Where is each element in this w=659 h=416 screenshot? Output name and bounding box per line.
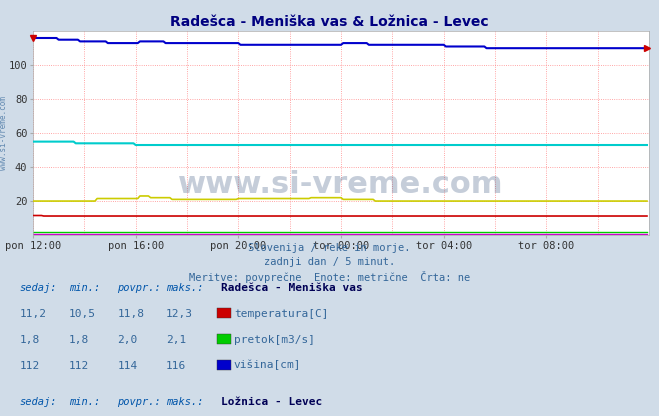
Text: www.si-vreme.com: www.si-vreme.com [179, 170, 503, 198]
Text: 10,5: 10,5 [69, 309, 96, 319]
Text: 1,8: 1,8 [69, 335, 90, 345]
Text: sedaj:: sedaj: [20, 283, 57, 293]
Text: 114: 114 [117, 361, 138, 371]
Text: 11,2: 11,2 [20, 309, 47, 319]
Text: sedaj:: sedaj: [20, 397, 57, 407]
Text: Meritve: povprečne  Enote: metrične  Črta: ne: Meritve: povprečne Enote: metrične Črta:… [189, 271, 470, 283]
Text: Radešca - Meniška vas: Radešca - Meniška vas [221, 283, 362, 293]
Text: min.:: min.: [69, 283, 100, 293]
Text: povpr.:: povpr.: [117, 283, 161, 293]
Text: 2,1: 2,1 [166, 335, 186, 345]
Text: višina[cm]: višina[cm] [234, 360, 301, 371]
Text: 12,3: 12,3 [166, 309, 193, 319]
Text: min.:: min.: [69, 397, 100, 407]
Text: Ložnica - Levec: Ložnica - Levec [221, 397, 322, 407]
Text: 11,8: 11,8 [117, 309, 144, 319]
Text: maks.:: maks.: [166, 397, 204, 407]
Text: zadnji dan / 5 minut.: zadnji dan / 5 minut. [264, 257, 395, 267]
Text: Radešca - Meniška vas & Ložnica - Levec: Radešca - Meniška vas & Ložnica - Levec [170, 15, 489, 29]
Text: povpr.:: povpr.: [117, 397, 161, 407]
Text: maks.:: maks.: [166, 283, 204, 293]
Text: Slovenija / reke in morje.: Slovenija / reke in morje. [248, 243, 411, 253]
Text: www.si-vreme.com: www.si-vreme.com [0, 96, 8, 170]
Text: 1,8: 1,8 [20, 335, 40, 345]
Text: 2,0: 2,0 [117, 335, 138, 345]
Text: 112: 112 [20, 361, 40, 371]
Text: 112: 112 [69, 361, 90, 371]
Text: temperatura[C]: temperatura[C] [234, 309, 328, 319]
Text: 116: 116 [166, 361, 186, 371]
Text: pretok[m3/s]: pretok[m3/s] [234, 335, 315, 345]
